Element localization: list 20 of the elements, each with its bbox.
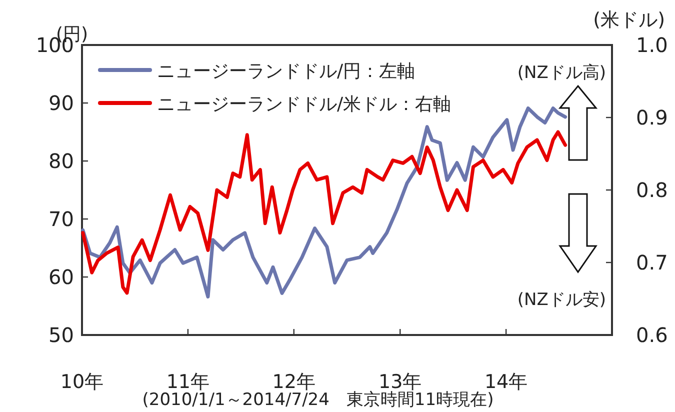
y2-tick-label: 1.0 <box>636 33 668 57</box>
y2-tick-label: 0.8 <box>636 178 668 202</box>
annotation: (NZドル高) <box>517 63 606 83</box>
y2-tick-label: 0.7 <box>636 250 668 274</box>
text: (2010/1/1～2014/7/24 東京時間11時現在) <box>142 390 494 410</box>
x-tick-label: 14年 <box>484 371 528 393</box>
legend-label: ニュージーランドドル/米ドル：右軸 <box>157 94 452 115</box>
legend-label: ニュージーランドドル/円：左軸 <box>157 61 416 82</box>
x-tick-label: 12年 <box>272 371 316 393</box>
y-tick-label: 90 <box>48 91 74 115</box>
y-tick-label: 80 <box>48 149 74 173</box>
y-tick-label: 50 <box>48 323 74 347</box>
y2-tick-label: 0.6 <box>636 323 668 347</box>
y2-axis-title: (米ドル) <box>593 9 665 31</box>
y-tick-label: 60 <box>48 265 74 289</box>
x-tick-label: 11年 <box>166 371 210 393</box>
annotation: (NZドル安) <box>517 290 606 310</box>
y-tick-label: 70 <box>48 207 74 231</box>
x-tick-label: 10年 <box>60 371 104 393</box>
y2-tick-label: 0.9 <box>636 106 668 130</box>
